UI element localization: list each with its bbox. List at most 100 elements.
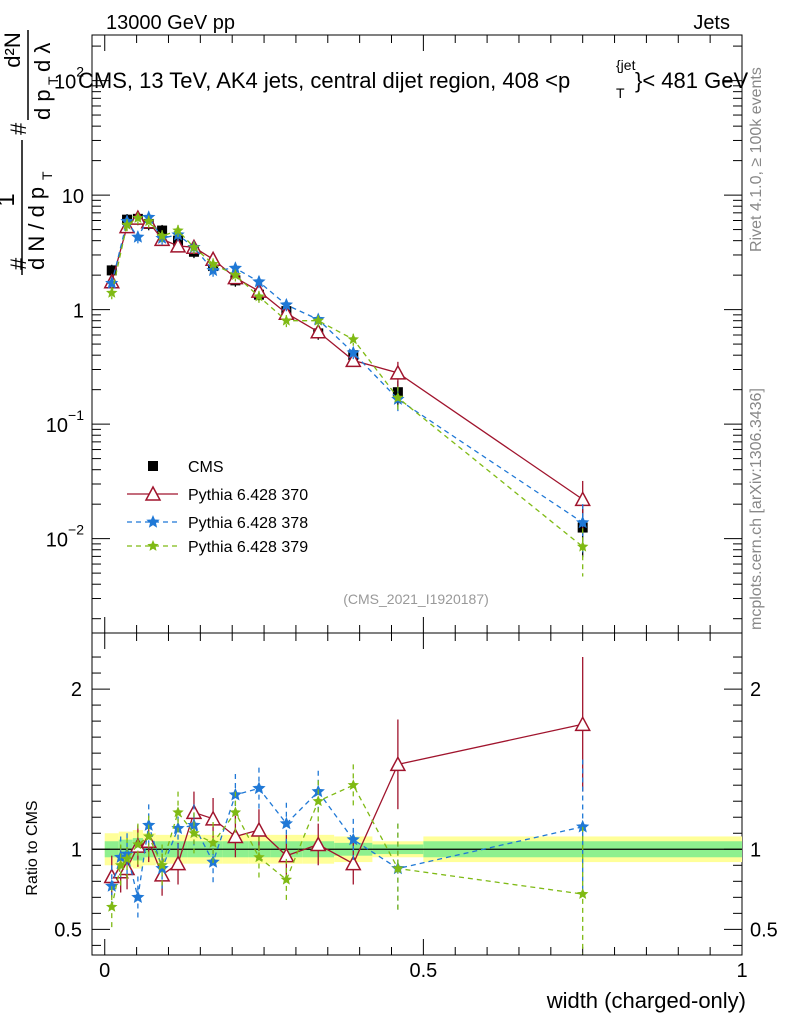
p378-point xyxy=(142,818,156,831)
p379-point xyxy=(253,851,265,863)
p378-point xyxy=(346,832,360,846)
p379-ratio-line xyxy=(111,784,583,908)
p379-point xyxy=(229,806,242,818)
p378-point xyxy=(146,515,160,528)
p370-point xyxy=(389,755,407,772)
p379-point xyxy=(229,269,242,280)
x-tick-label: 0 xyxy=(99,960,110,982)
svg-text:d p: d p xyxy=(30,89,55,120)
p378-point xyxy=(576,819,590,833)
p370-line xyxy=(111,217,584,500)
side-site-label: mcplots.cern.ch [arXiv:1306.3436] xyxy=(748,388,765,630)
p378-point xyxy=(346,345,360,359)
main-y-tick-label: 10−2 xyxy=(46,522,84,552)
main-y-tick-exp: −1 xyxy=(68,407,84,423)
svg-text:#: # xyxy=(6,122,31,135)
main-y-tick-label: 1 xyxy=(73,301,84,323)
p379-point xyxy=(188,827,200,839)
ratio-y-tick-label: 2 xyxy=(71,679,82,701)
p379-point xyxy=(207,258,219,269)
p378-point xyxy=(576,515,590,529)
p370-point xyxy=(309,835,327,852)
p379-point xyxy=(115,859,127,871)
p379-point xyxy=(312,795,324,807)
svg-text:d N / d p: d N / d p xyxy=(24,187,49,270)
main-y-tick-base: 1 xyxy=(73,301,84,323)
ratio-y-tick-label: 1 xyxy=(71,839,82,861)
p370-point xyxy=(227,827,244,844)
p370-point xyxy=(144,485,162,501)
p370-point xyxy=(345,855,362,871)
x-axis-title: width (charged-only) xyxy=(546,988,746,1013)
p378-point xyxy=(279,816,293,830)
cms-point xyxy=(106,265,117,276)
svg-text:T: T xyxy=(39,171,55,180)
p379-point xyxy=(143,830,155,842)
plot-title-main: CMS, 13 TeV, AK4 jets, central dijet reg… xyxy=(78,68,570,93)
p378-ratio-line xyxy=(111,787,583,898)
p379-point xyxy=(106,286,118,298)
p379-point xyxy=(172,224,184,236)
p379-point xyxy=(253,290,265,302)
header-right: Jets xyxy=(693,12,730,34)
main-y-tick-label: 10 xyxy=(62,186,84,208)
p379-point xyxy=(132,838,144,850)
p379-line xyxy=(111,217,584,548)
main-y-tick-base: 10 xyxy=(46,530,68,552)
p379-point xyxy=(156,229,168,241)
p378-point xyxy=(105,276,119,289)
ratio-axis-ticks: 0.5 0.51 12 20 0.5 1 xyxy=(54,633,778,982)
plot-title-sup: {jet xyxy=(616,57,636,73)
main-y-axis-title: # 1 d N / d p T # d²N d p T d λ xyxy=(0,30,61,275)
p378-point xyxy=(131,890,145,903)
legend-label-cms: CMS xyxy=(188,459,224,476)
p379-point xyxy=(143,215,155,227)
p379-point xyxy=(280,314,293,326)
p379-point xyxy=(347,333,359,345)
p370-point xyxy=(250,821,268,837)
p378-line xyxy=(111,216,584,524)
p379-point xyxy=(121,218,133,230)
x-tick-label: 0.5 xyxy=(409,960,437,982)
p378-point xyxy=(279,297,293,311)
main-y-tick-base: 10 xyxy=(46,415,68,437)
p379-point xyxy=(147,540,159,551)
x-tick-label: 1 xyxy=(736,960,747,982)
ratio-y-tick-label-right: 1 xyxy=(750,839,761,861)
p379-point xyxy=(207,836,219,848)
main-series-layer xyxy=(103,209,591,577)
legend-label-p370: Pythia 6.428 370 xyxy=(188,487,308,504)
main-y-tick-base: 10 xyxy=(62,186,84,208)
p370-point xyxy=(169,237,187,253)
p379-point xyxy=(312,314,324,326)
main-y-tick-exp: −2 xyxy=(68,522,84,538)
svg-text:d²N: d²N xyxy=(0,32,25,67)
legend: CMS Pythia 6.428 370 Pythia 6.428 378 Pythi… xyxy=(127,459,308,556)
p378-point xyxy=(252,274,266,288)
ratio-y-tick-label-right: 2 xyxy=(750,679,761,701)
main-y-tick-base: 10 xyxy=(54,72,76,94)
plot-title: CMS, 13 TeV, AK4 jets, central dijet reg… xyxy=(78,57,748,101)
p370-point xyxy=(389,364,407,380)
p379-point xyxy=(280,873,293,885)
side-rivet-label: Rivet 4.1.0, ≥ 100k events xyxy=(748,67,765,252)
p379-point xyxy=(392,391,404,403)
p379-point xyxy=(121,852,133,864)
p379-point xyxy=(577,888,589,899)
p370-point xyxy=(574,715,591,732)
plot-title-sub: T xyxy=(616,85,625,101)
p378-point xyxy=(228,261,242,274)
p379-point xyxy=(106,900,118,912)
header-left: 13000 GeV pp xyxy=(106,12,235,34)
ratio-series-layer xyxy=(103,657,591,954)
p370-point xyxy=(574,490,591,507)
p370-ratio-line xyxy=(111,723,583,878)
p370-point xyxy=(169,855,187,871)
p378-point xyxy=(252,781,266,795)
p370-point xyxy=(309,323,327,339)
ratio-y-tick-label-right: 0.5 xyxy=(750,919,778,941)
ratio-y-tick-label: 0.5 xyxy=(54,919,82,941)
main-y-tick-label: 102 xyxy=(54,64,84,94)
p370-point xyxy=(345,351,362,368)
